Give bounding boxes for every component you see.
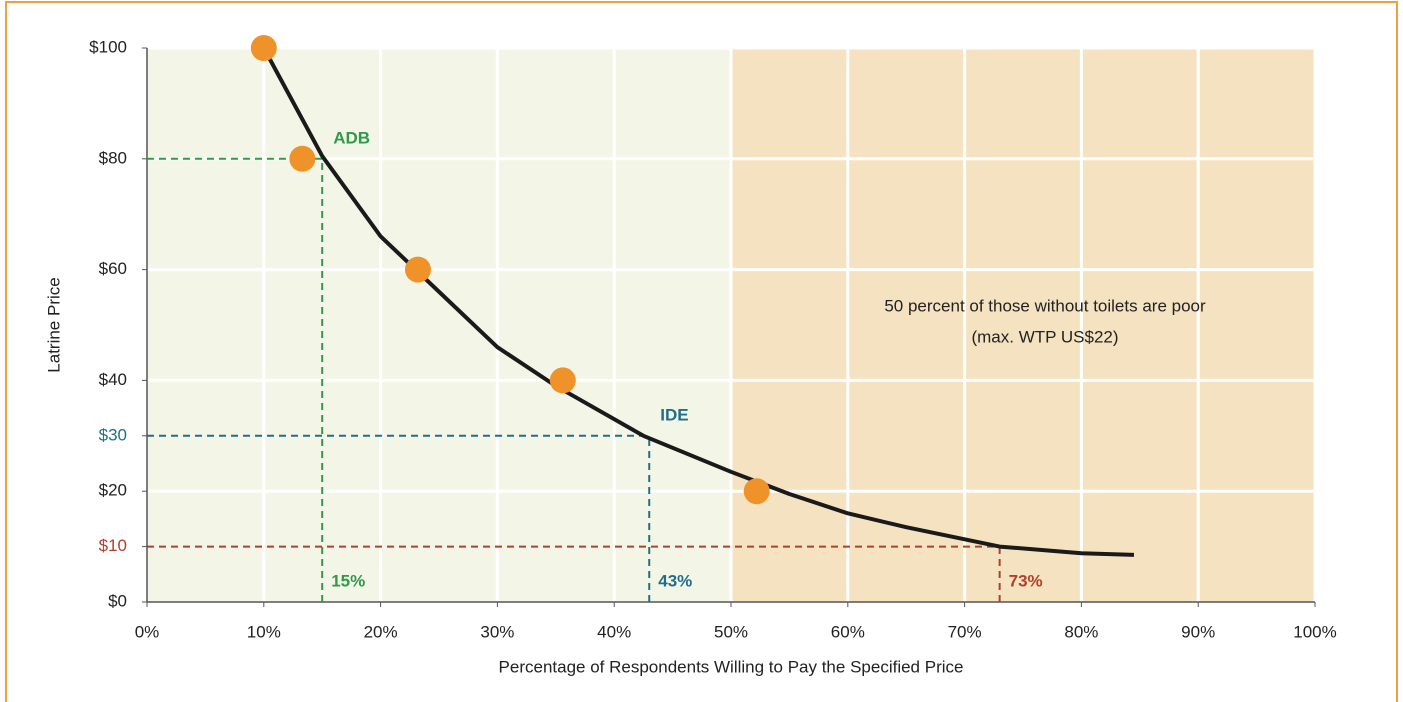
x-axis-title: Percentage of Respondents Willing to Pay… [499, 657, 964, 676]
y-axis-title: Latrine Price [44, 277, 63, 372]
y-tick-label: $10 [99, 536, 127, 555]
point [549, 367, 576, 394]
point [250, 35, 277, 61]
x-tick-label: 60% [831, 622, 865, 641]
y-tick-label: $60 [99, 259, 127, 278]
annotation: 50 percent of those without toilets are … [884, 296, 1206, 315]
curve [262, 47, 1135, 557]
annotation: (max. WTP US$22) [971, 327, 1118, 346]
x-tick-label: 100% [1293, 622, 1336, 641]
x-tick-label: 30% [480, 622, 514, 641]
x-tick-label: 70% [948, 622, 982, 641]
y-tick-label: $30 [99, 425, 127, 444]
x-tick-label: 90% [1181, 622, 1215, 641]
x-tick-label: 10% [247, 622, 281, 641]
x-tick-label: 50% [714, 622, 748, 641]
reference-x-label: 43% [658, 571, 692, 590]
region [147, 48, 731, 602]
reference-name: ADB [333, 128, 370, 147]
region [731, 48, 1315, 602]
x-tick-label: 40% [597, 622, 631, 641]
reference-name: IDE [660, 405, 688, 424]
point [404, 256, 431, 283]
y-tick-label: $40 [99, 370, 127, 389]
y-tick-label: $0 [108, 591, 127, 610]
reference-x-label: 15% [331, 571, 365, 590]
point [289, 145, 316, 172]
x-tick-label: 80% [1064, 622, 1098, 641]
y-tick-label: $20 [99, 481, 127, 500]
y-tick-label: $80 [99, 148, 127, 167]
point [743, 478, 770, 505]
y-tick-label: $100 [89, 37, 127, 56]
x-tick-label: 20% [364, 622, 398, 641]
frame [5, 1, 1398, 702]
x-tick-label: 0% [135, 622, 160, 641]
reference-x-label: 73% [1009, 571, 1043, 590]
